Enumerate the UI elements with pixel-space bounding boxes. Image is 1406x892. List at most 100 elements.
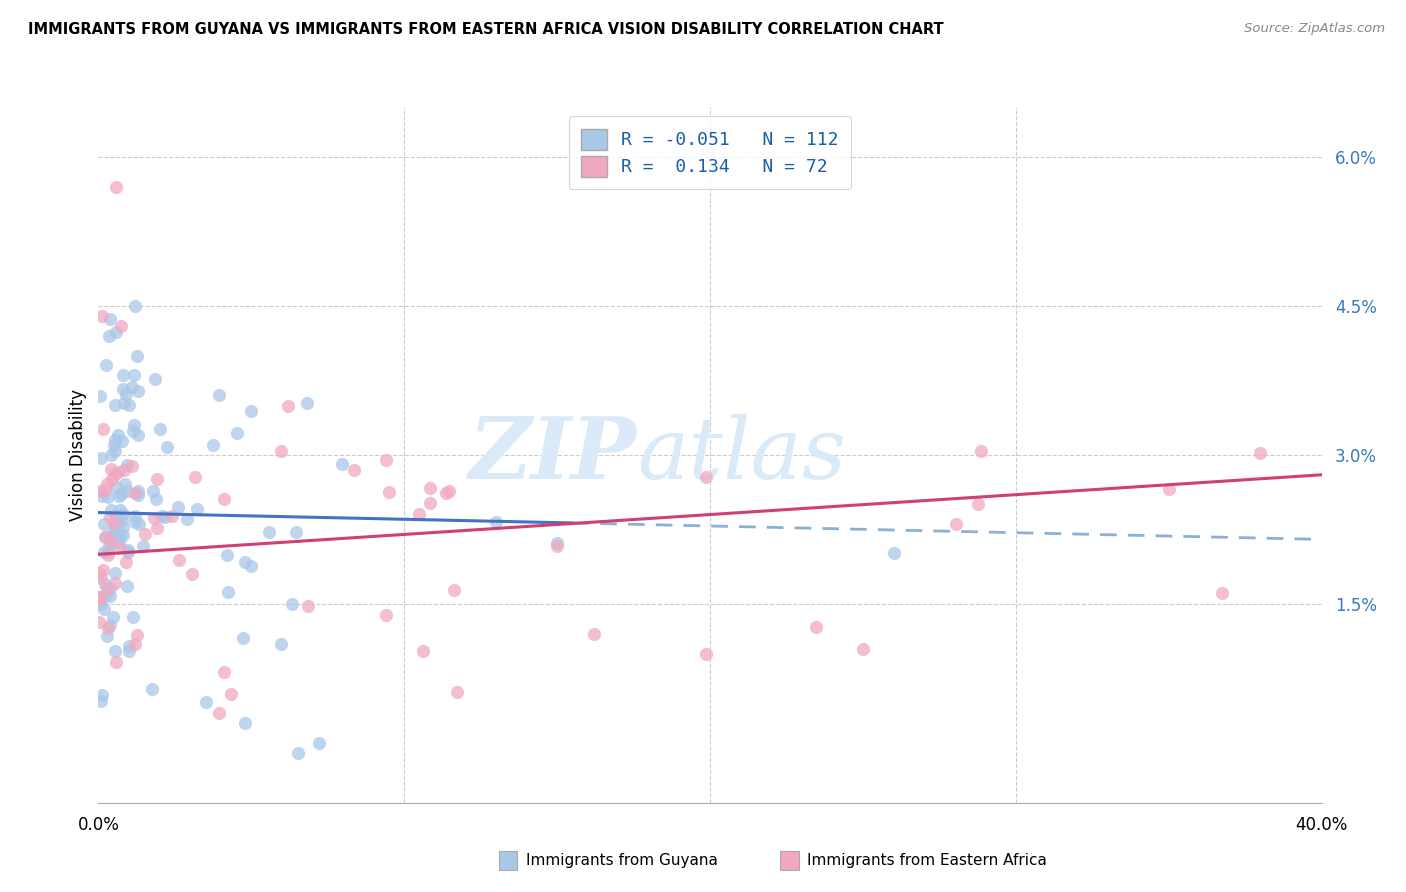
Point bbox=[883, 546, 905, 560]
Point bbox=[330, 458, 353, 472]
Point bbox=[377, 485, 399, 500]
Point bbox=[219, 687, 242, 701]
Point bbox=[945, 516, 967, 531]
Point bbox=[124, 637, 146, 651]
Point bbox=[1211, 586, 1233, 600]
Point bbox=[115, 555, 138, 569]
Point bbox=[127, 428, 149, 442]
Point bbox=[104, 467, 127, 481]
Point bbox=[233, 716, 256, 731]
Point bbox=[93, 563, 115, 577]
Text: Source: ZipAtlas.com: Source: ZipAtlas.com bbox=[1244, 22, 1385, 36]
Point bbox=[110, 318, 132, 333]
Point bbox=[1249, 446, 1271, 460]
Point bbox=[105, 326, 128, 340]
Point bbox=[93, 601, 115, 615]
Point bbox=[93, 516, 115, 531]
Point bbox=[117, 579, 139, 593]
Point bbox=[582, 627, 605, 641]
Point bbox=[146, 521, 169, 535]
Point bbox=[91, 688, 114, 702]
Point bbox=[437, 483, 460, 498]
Point bbox=[446, 685, 468, 699]
Point bbox=[124, 368, 146, 382]
Point bbox=[121, 379, 143, 393]
Point bbox=[100, 462, 122, 476]
Point bbox=[124, 515, 146, 529]
Point bbox=[89, 483, 111, 498]
Point bbox=[111, 383, 134, 397]
Point bbox=[101, 529, 124, 543]
Point bbox=[308, 736, 330, 750]
Point bbox=[141, 682, 163, 697]
Point bbox=[287, 746, 309, 760]
Point bbox=[100, 472, 122, 486]
Point bbox=[97, 548, 120, 562]
Point bbox=[149, 422, 172, 436]
Point bbox=[91, 489, 114, 503]
Point bbox=[217, 585, 239, 599]
Point bbox=[166, 500, 188, 515]
Point bbox=[103, 438, 125, 452]
Point bbox=[103, 529, 125, 543]
Point bbox=[419, 481, 441, 495]
Point bbox=[212, 665, 235, 680]
Point bbox=[121, 459, 143, 474]
Point bbox=[90, 694, 112, 708]
Point bbox=[127, 487, 149, 501]
Point bbox=[87, 591, 110, 605]
Point bbox=[104, 480, 127, 494]
Point bbox=[111, 528, 134, 542]
Point bbox=[108, 541, 131, 555]
Point bbox=[970, 443, 993, 458]
Point bbox=[104, 655, 127, 669]
Point bbox=[103, 516, 125, 531]
Point bbox=[114, 477, 136, 491]
Point bbox=[214, 492, 236, 507]
Point bbox=[91, 309, 114, 323]
Point bbox=[125, 628, 148, 642]
Point bbox=[100, 534, 122, 549]
Point bbox=[215, 548, 238, 562]
Point bbox=[108, 535, 131, 549]
Point bbox=[100, 503, 122, 517]
Point bbox=[374, 607, 396, 622]
Point bbox=[96, 530, 118, 544]
Point bbox=[181, 566, 204, 581]
Point bbox=[98, 510, 121, 524]
Point bbox=[98, 582, 121, 596]
Point bbox=[96, 359, 118, 373]
Point bbox=[104, 576, 127, 591]
Point bbox=[96, 477, 118, 491]
Point bbox=[90, 597, 112, 611]
Point bbox=[110, 487, 132, 501]
Point bbox=[284, 524, 307, 539]
Point bbox=[112, 396, 135, 410]
Point bbox=[112, 462, 135, 476]
Point bbox=[281, 597, 304, 611]
Point bbox=[94, 483, 117, 497]
Point bbox=[412, 643, 434, 657]
Point bbox=[143, 372, 166, 386]
Point bbox=[257, 524, 280, 539]
Point bbox=[103, 610, 125, 624]
Point bbox=[104, 398, 127, 412]
Point bbox=[270, 637, 292, 651]
Legend: R = -0.051   N = 112, R =  0.134   N = 72: R = -0.051 N = 112, R = 0.134 N = 72 bbox=[569, 116, 851, 189]
Point bbox=[110, 503, 132, 517]
Point bbox=[103, 522, 125, 536]
Point bbox=[87, 590, 110, 604]
Point bbox=[134, 527, 156, 541]
Point bbox=[89, 566, 111, 580]
Text: Immigrants from Eastern Africa: Immigrants from Eastern Africa bbox=[807, 853, 1047, 868]
Point bbox=[374, 452, 396, 467]
Point bbox=[98, 618, 121, 632]
Point bbox=[485, 516, 508, 530]
Point bbox=[90, 451, 112, 466]
Point bbox=[104, 434, 127, 448]
Point bbox=[122, 418, 145, 433]
Point bbox=[115, 484, 138, 499]
Point bbox=[167, 553, 190, 567]
Text: IMMIGRANTS FROM GUYANA VS IMMIGRANTS FROM EASTERN AFRICA VISION DISABILITY CORRE: IMMIGRANTS FROM GUYANA VS IMMIGRANTS FRO… bbox=[28, 22, 943, 37]
Point bbox=[104, 644, 127, 658]
